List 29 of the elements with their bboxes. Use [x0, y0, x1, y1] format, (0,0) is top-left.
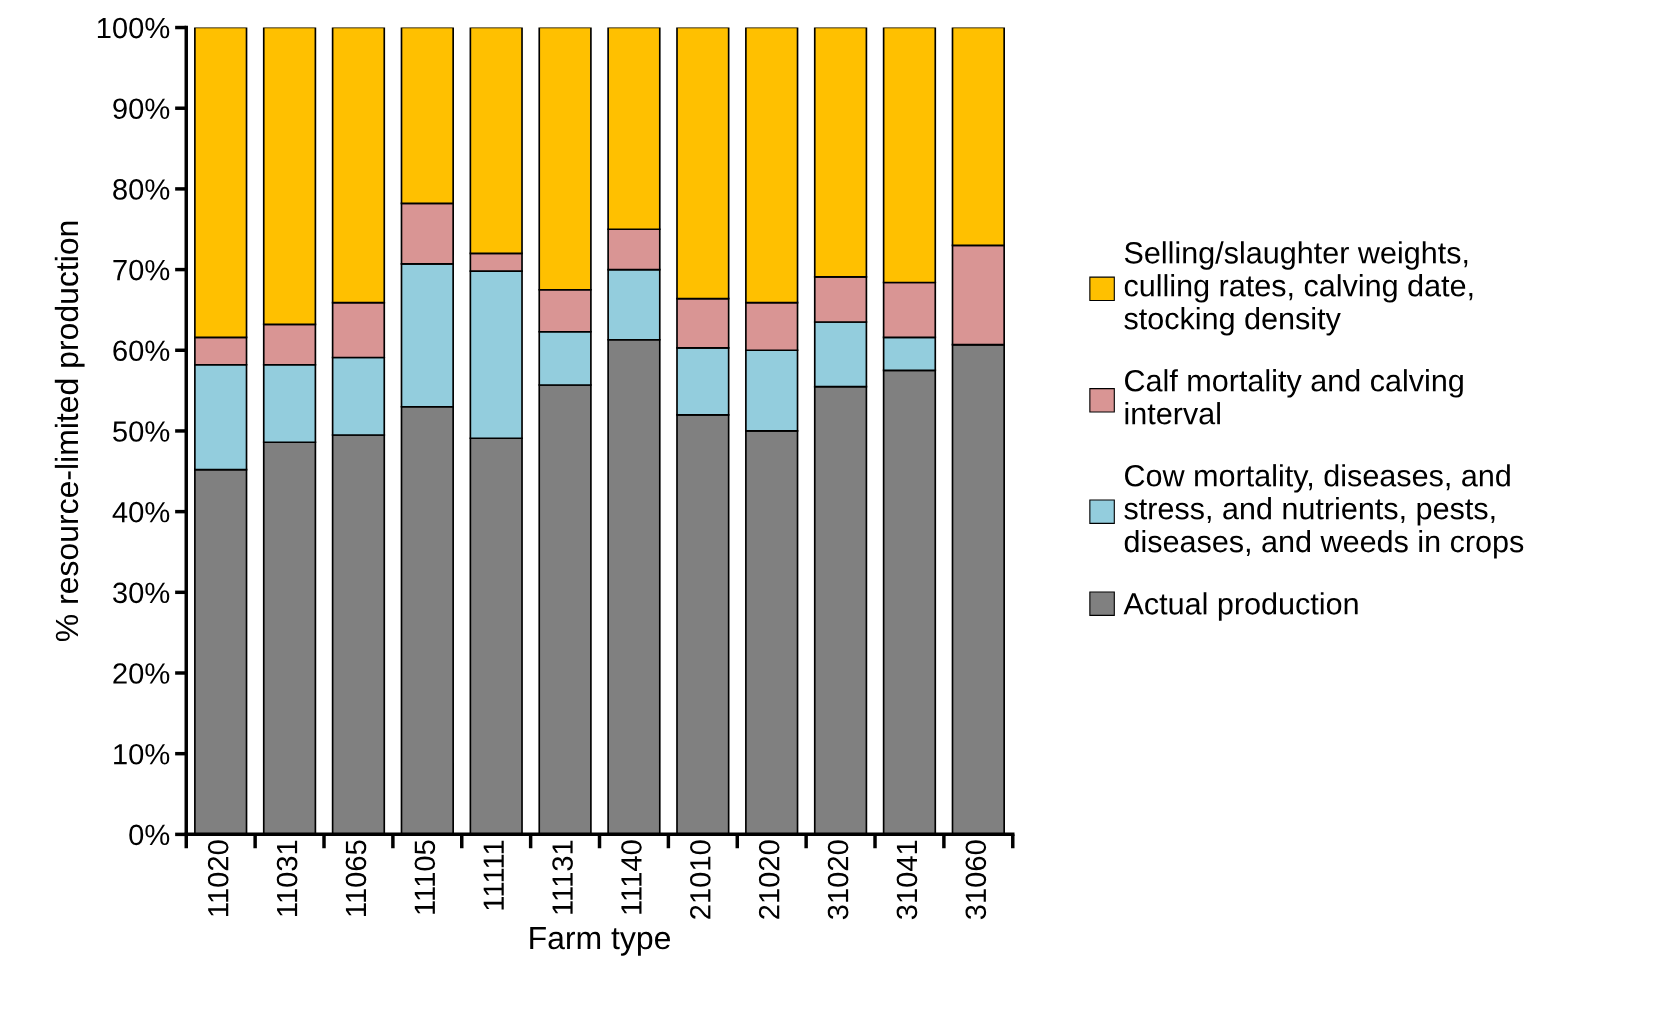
x-tick-label: 11020 [207, 840, 229, 916]
x-tick-label: 31020 [827, 840, 849, 920]
x-tick-label: 11140 [621, 840, 642, 914]
y-tick-label: 40% [112, 501, 170, 523]
legend-label: Cow mortality, diseases, and stress, and nutrients, pests, diseases, and weeds in crops [1124, 464, 1524, 559]
y-tick-label: 70% [113, 259, 170, 281]
x-tick-label: 31041 [896, 840, 918, 920]
legend-label: Actual production [1123, 592, 1358, 621]
y-tick-label: 10% [114, 743, 170, 765]
x-tick-label: 11131 [552, 840, 573, 914]
y-tick-label: 60% [113, 340, 170, 362]
y-tick-label: 50% [113, 421, 170, 442]
x-tick-label: 31060 [965, 840, 987, 920]
y-axis-title: % resource-limited production [54, 221, 85, 642]
y-tick-label: 20% [113, 663, 170, 684]
x-tick-label: 11065 [345, 840, 367, 916]
x-axis-title: Farm type [530, 927, 670, 956]
x-tick-label: 11105 [414, 840, 436, 914]
x-tick-label: 11031 [276, 840, 298, 916]
x-tick-label: 11111 [483, 840, 504, 910]
y-tick-label: 80% [113, 179, 170, 200]
x-tick-label: 21020 [758, 840, 780, 919]
x-tick-label: 21010 [690, 840, 711, 919]
y-tick-label: 100% [97, 17, 170, 39]
y-tick-label: 0% [129, 824, 170, 846]
y-tick-label: 30% [113, 582, 170, 604]
legend-label: Selling/slaughter weights, culling rates, calving date, stocking density [1124, 241, 1473, 336]
y-tick-label: 90% [113, 98, 170, 120]
legend-label: Calf mortality and calving interval [1125, 369, 1463, 425]
